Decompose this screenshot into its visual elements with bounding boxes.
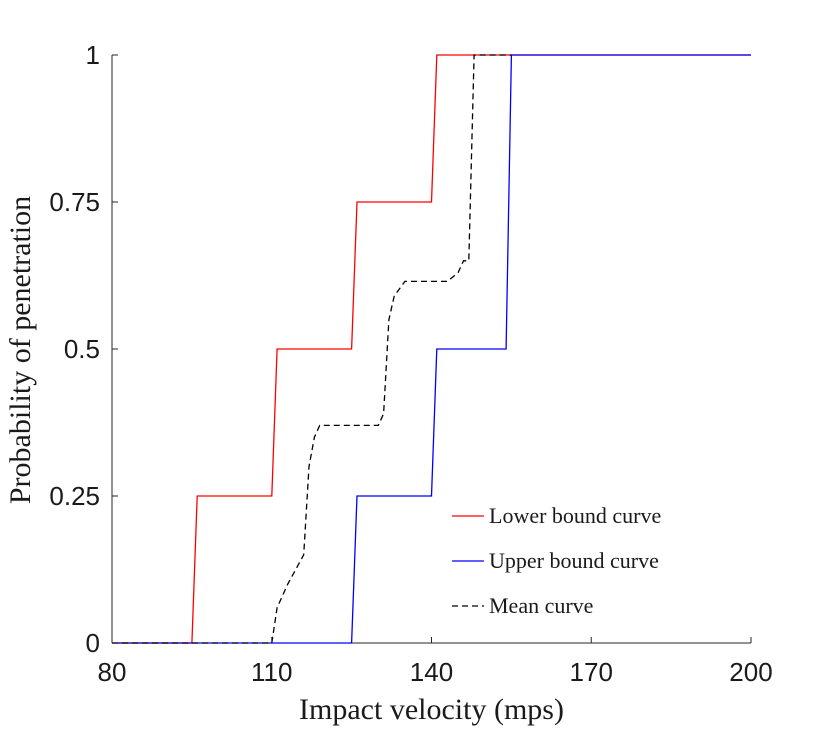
x-tick-label: 80 bbox=[98, 657, 127, 687]
series-layer bbox=[112, 54, 751, 644]
series-line-3 bbox=[112, 54, 512, 644]
y-tick-label: 0 bbox=[86, 628, 100, 658]
x-tick-label: 200 bbox=[729, 657, 772, 687]
ticks-layer: 80 110 140 170 200 0 0.25 0.5 0.75 1 bbox=[49, 40, 772, 687]
x-tick-label: 170 bbox=[570, 657, 613, 687]
series-line-1 bbox=[112, 54, 751, 644]
y-tick-label: 0.75 bbox=[49, 187, 100, 217]
y-tick-label: 0.5 bbox=[64, 334, 100, 364]
x-tick-label: 110 bbox=[251, 657, 292, 687]
y-axis-title: Probability of penetration bbox=[4, 196, 37, 504]
legend-label-2: Upper bound curve bbox=[489, 548, 659, 573]
y-tick-label: 1 bbox=[86, 40, 100, 70]
legend-label-3: Mean curve bbox=[489, 593, 593, 618]
legend-label-1: Lower bound curve bbox=[489, 503, 661, 528]
y-tick-label: 0.25 bbox=[49, 481, 100, 511]
x-axis-title: Impact velocity (mps) bbox=[299, 693, 564, 726]
x-tick-label: 140 bbox=[410, 657, 453, 687]
legend: Lower bound curve Upper bound curve Mean c… bbox=[452, 503, 661, 618]
series-line-2 bbox=[112, 54, 751, 644]
